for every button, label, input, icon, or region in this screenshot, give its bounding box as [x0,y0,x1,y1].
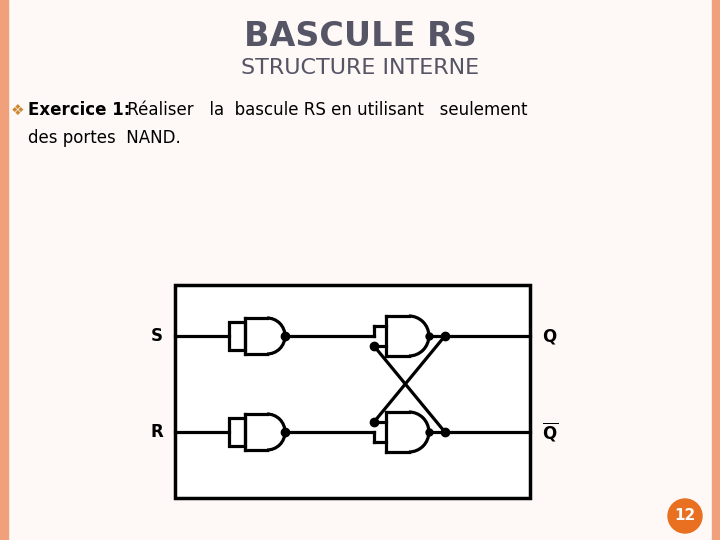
Text: des portes  NAND.: des portes NAND. [28,129,181,147]
Text: Réaliser   la  bascule RS en utilisant   seulement: Réaliser la bascule RS en utilisant seul… [122,101,528,119]
Text: ❖: ❖ [12,103,24,118]
Bar [712,0,720,540]
Text: Q: Q [542,327,557,345]
Bar [175,285,530,498]
Text: STRUCTURE INTERNE: STRUCTURE INTERNE [241,58,479,78]
Text: R: R [150,423,163,441]
Circle shape [668,499,702,533]
Text: $\mathbf{\overline{Q}}$: $\mathbf{\overline{Q}}$ [542,421,558,443]
Text: BASCULE RS: BASCULE RS [243,19,477,52]
Text: 12: 12 [675,509,696,523]
Bar [229,418,245,446]
Bar [0,0,8,540]
Text: Exercice 1:: Exercice 1: [28,101,130,119]
Text: S: S [151,327,163,345]
Bar [229,322,245,350]
